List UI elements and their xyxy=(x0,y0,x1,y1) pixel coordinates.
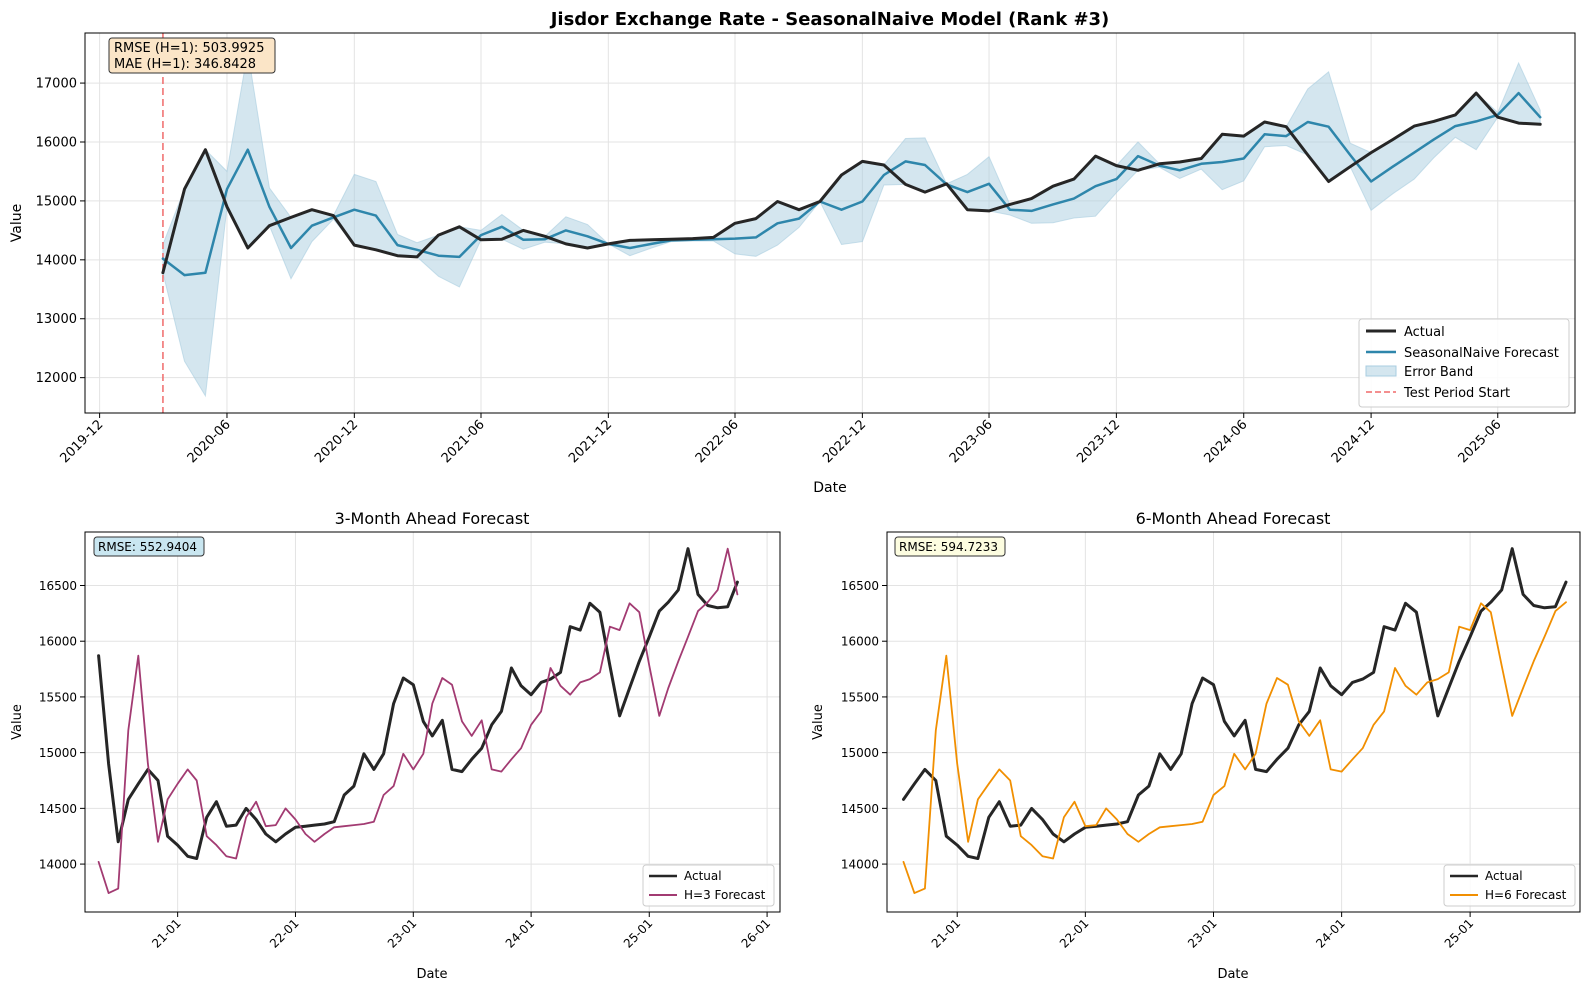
h6-legend-forecast: H=6 Forecast xyxy=(1485,888,1567,902)
h3-chart-rmse: RMSE: 552.9404 xyxy=(98,540,197,554)
h3-xtick-label: 26-01 xyxy=(739,916,774,951)
h6-ytick-label: 14500 xyxy=(841,802,879,816)
h6-chart-x-ticks: 21-01 22-01 23-01 24-01 25-01 xyxy=(929,912,1476,951)
main-chart-xlabel: Date xyxy=(813,480,846,496)
main-forecast-line xyxy=(161,91,1542,277)
main-ytick-label: 13000 xyxy=(36,312,77,327)
main-xtick-label: 2022-06 xyxy=(693,417,742,466)
h3-ytick-label: 16500 xyxy=(39,579,77,593)
main-xtick-label: 2025-06 xyxy=(1456,417,1505,466)
h3-xtick-label: 21-01 xyxy=(149,916,184,951)
main-chart-legend: Actual SeasonalNaive Forecast Error Band… xyxy=(1358,318,1570,408)
h6-chart-frame xyxy=(886,531,1581,913)
h6-chart-ylabel: Value xyxy=(811,704,826,740)
h6-ytick-label: 15500 xyxy=(841,690,879,704)
h3-chart-series xyxy=(97,547,739,894)
main-chart-rmse: RMSE (H=1): 503.9925 xyxy=(114,41,264,56)
h6-xtick-label: 23-01 xyxy=(1185,916,1220,951)
main-xtick-label: 2023-12 xyxy=(1074,417,1123,466)
h6-xtick-label: 25-01 xyxy=(1442,916,1477,951)
h6-chart-grid xyxy=(887,532,1580,912)
h3-xtick-label: 25-01 xyxy=(621,916,656,951)
h3-chart-frame xyxy=(84,531,781,913)
h3-legend-actual: Actual xyxy=(684,869,722,883)
h3-actual-line xyxy=(97,547,739,860)
legend-band: Error Band xyxy=(1404,365,1473,380)
legend-forecast: SeasonalNaive Forecast xyxy=(1404,346,1559,361)
h6-chart-y-ticks: 14000 14500 15000 15500 16000 16500 xyxy=(841,579,887,872)
main-xtick-label: 2023-06 xyxy=(947,417,996,466)
legend-actual: Actual xyxy=(1404,325,1445,340)
h3-ytick-label: 14500 xyxy=(39,802,77,816)
h3-chart-x-ticks: 21-01 22-01 23-01 24-01 25-01 26-01 xyxy=(149,912,773,951)
h6-chart-rmse: RMSE: 594.7233 xyxy=(899,540,998,554)
main-xtick-label: 2024-06 xyxy=(1202,417,1251,466)
h6-chart-series xyxy=(902,547,1568,894)
h3-h3-line xyxy=(97,547,739,894)
h3-ytick-label: 15500 xyxy=(39,690,77,704)
main-chart-frame xyxy=(84,32,1576,414)
main-ytick-label: 14000 xyxy=(36,253,77,268)
h3-chart-title: 3-Month Ahead Forecast xyxy=(335,509,530,528)
main-xtick-label: 2022-12 xyxy=(820,417,869,466)
main-chart: Jisdor Exchange Rate - SeasonalNaive Mod… xyxy=(9,9,1576,496)
h6-xtick-label: 24-01 xyxy=(1313,916,1348,951)
h3-xtick-label: 23-01 xyxy=(385,916,420,951)
main-chart-series xyxy=(161,91,1542,277)
error-band xyxy=(162,51,1541,398)
h6-xtick-label: 21-01 xyxy=(929,916,964,951)
main-xtick-label: 2021-12 xyxy=(566,417,615,466)
h3-ytick-label: 16000 xyxy=(39,635,77,649)
h6-chart: 6-Month Ahead Forecast 14000 14500 15000 15… xyxy=(811,509,1581,982)
h3-legend-forecast: H=3 Forecast xyxy=(684,888,766,902)
h6-chart-xlabel: Date xyxy=(1217,967,1248,982)
main-chart-ylabel: Value xyxy=(9,204,25,242)
h3-chart-y-ticks: 14000 14500 15000 15500 16000 16500 xyxy=(39,579,85,872)
main-chart-mae: MAE (H=1): 346.8428 xyxy=(114,57,256,72)
h3-xtick-label: 22-01 xyxy=(267,916,302,951)
h3-chart-legend: Actual H=3 Forecast xyxy=(642,864,775,907)
h6-ytick-label: 16000 xyxy=(841,635,879,649)
legend-band-swatch xyxy=(1365,365,1397,377)
main-xtick-label: 2020-06 xyxy=(185,417,234,466)
h3-chart-stats-box: RMSE: 552.9404 xyxy=(93,536,205,557)
main-ytick-label: 16000 xyxy=(36,135,77,150)
main-ytick-label: 12000 xyxy=(36,371,77,386)
main-ytick-label: 17000 xyxy=(36,77,77,92)
main-xtick-label: 2024-12 xyxy=(1329,417,1378,466)
h6-chart-title: 6-Month Ahead Forecast xyxy=(1136,509,1331,528)
legend-test-start: Test Period Start xyxy=(1403,386,1510,401)
h6-ytick-label: 15000 xyxy=(841,746,879,760)
h3-ytick-label: 14000 xyxy=(39,858,77,872)
main-xtick-label: 2020-12 xyxy=(312,417,361,466)
main-chart-stats-box: RMSE (H=1): 503.9925 MAE (H=1): 346.8428 xyxy=(108,37,276,74)
main-chart-y-ticks: 12000 13000 14000 15000 16000 17000 xyxy=(36,77,85,386)
h6-actual-line xyxy=(902,547,1568,860)
h6-chart-stats-box: RMSE: 594.7233 xyxy=(894,536,1006,557)
h6-ytick-label: 14000 xyxy=(841,858,879,872)
h6-chart-legend: Actual H=6 Forecast xyxy=(1443,864,1576,907)
main-xtick-label: 2019-12 xyxy=(57,417,106,466)
main-xtick-label: 2021-06 xyxy=(439,417,488,466)
main-chart-x-ticks: 2019-12 2020-06 2020-12 2021-06 2021-12 2022-… xyxy=(57,413,1505,466)
h3-chart-ylabel: Value xyxy=(10,704,25,740)
h3-chart: 3-Month Ahead Forecast 14000 14500 15000 15… xyxy=(10,509,781,982)
h3-xtick-label: 24-01 xyxy=(503,916,538,951)
main-ytick-label: 15000 xyxy=(36,194,77,209)
main-actual-line xyxy=(161,91,1542,275)
h3-ytick-label: 15000 xyxy=(39,746,77,760)
h6-ytick-label: 16500 xyxy=(841,579,879,593)
main-chart-title: Jisdor Exchange Rate - SeasonalNaive Mod… xyxy=(549,9,1110,30)
h6-h6-line xyxy=(902,601,1567,894)
error-band-area xyxy=(162,51,1541,398)
h6-xtick-label: 22-01 xyxy=(1057,916,1092,951)
h6-legend-actual: Actual xyxy=(1485,869,1523,883)
h3-chart-grid xyxy=(85,532,780,912)
h3-chart-xlabel: Date xyxy=(416,967,447,982)
